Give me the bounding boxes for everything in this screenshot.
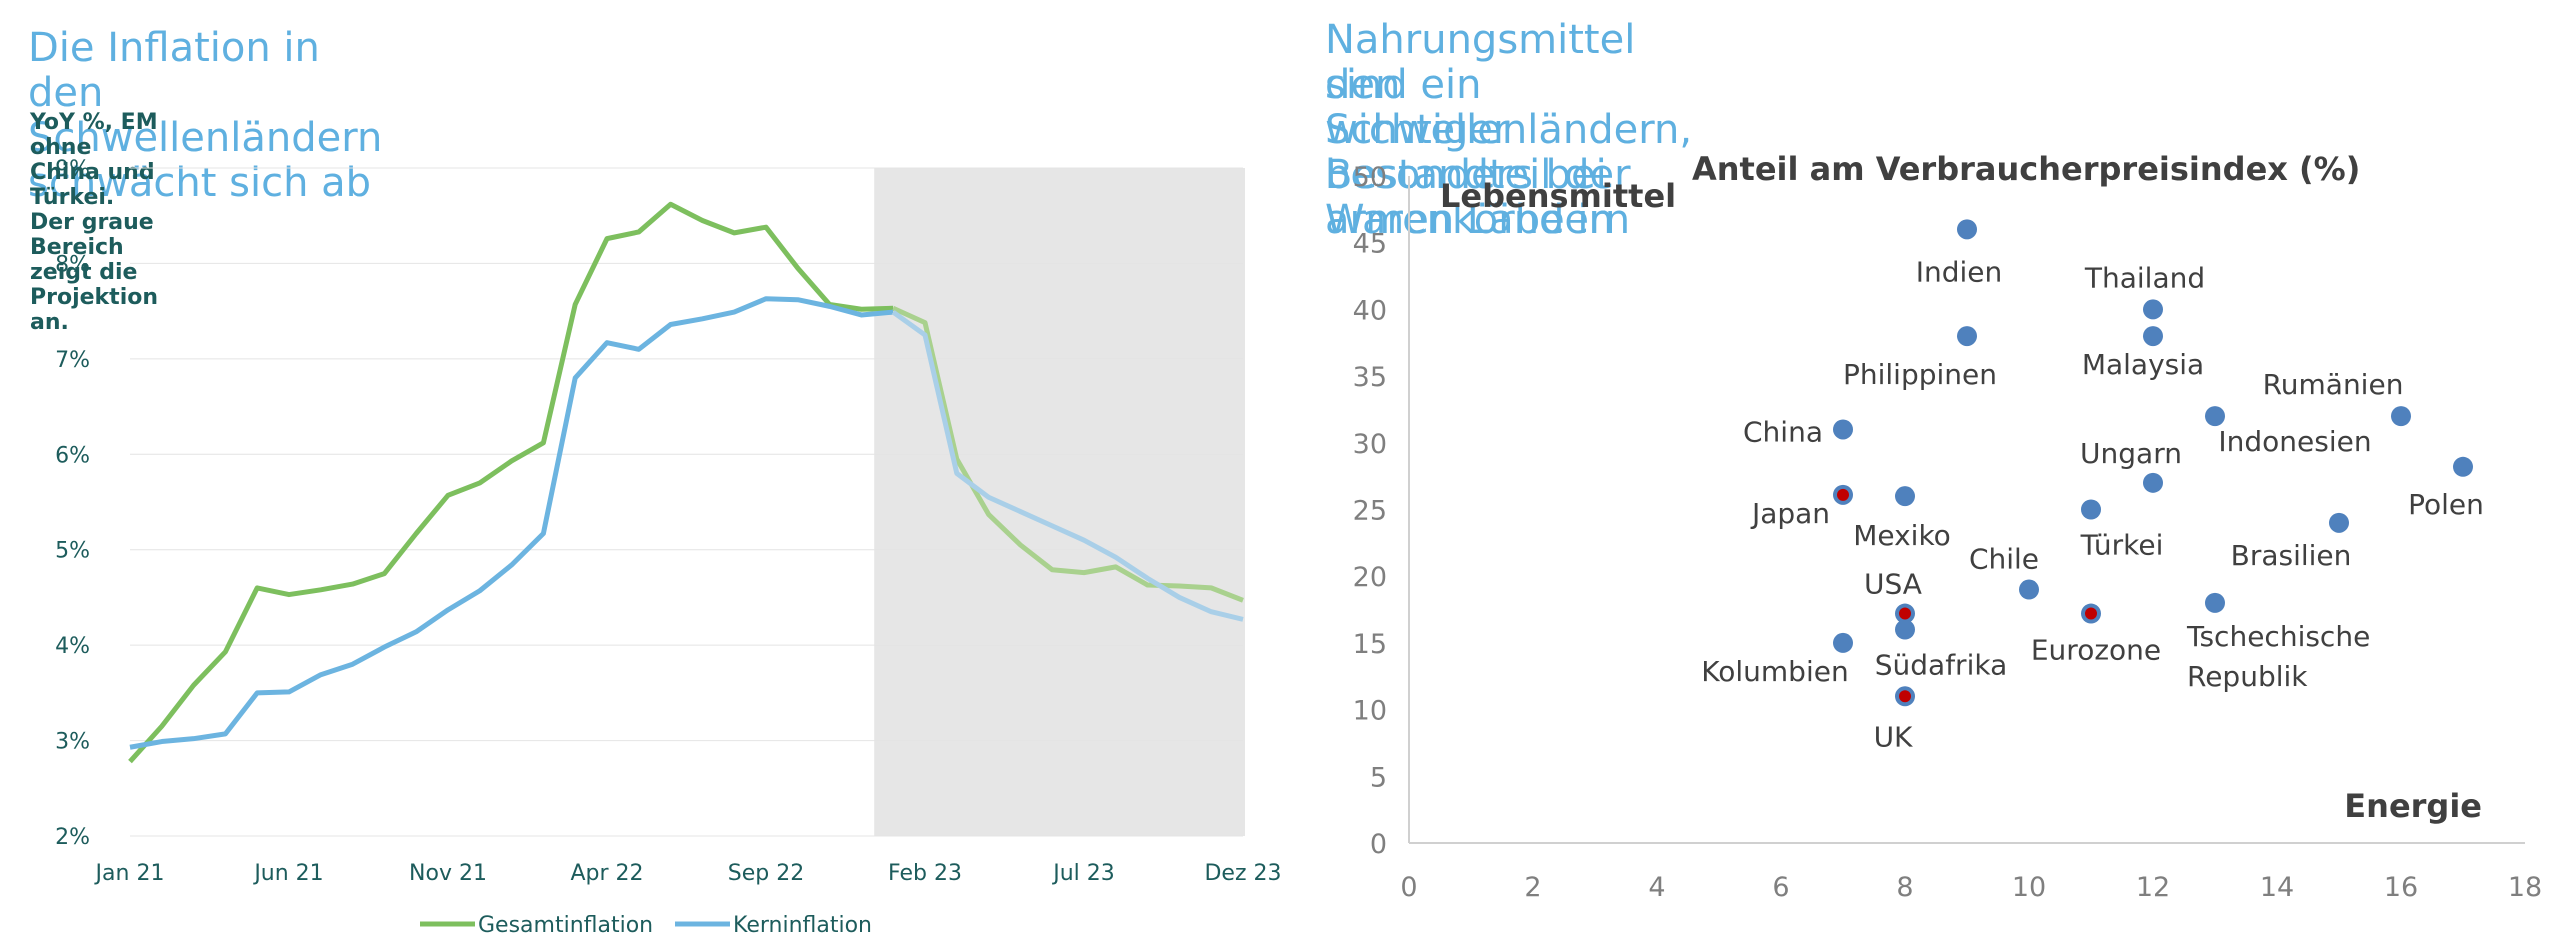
point-label: Türkei <box>2080 529 2164 562</box>
point-label: Thailand <box>2084 261 2205 294</box>
y-tick-label: 9% <box>55 157 90 182</box>
point-label: Ungarn <box>2080 437 2182 470</box>
scatter-title: Anteil am Verbraucherpreisindex (%) <box>1692 150 2360 188</box>
y-tick-label: 40 <box>1353 295 1387 326</box>
y-tick-label: 15 <box>1353 629 1387 660</box>
scatter-point <box>2143 299 2163 320</box>
x-tick-label: 12 <box>2136 872 2170 903</box>
point-label: Japan <box>1750 497 1830 530</box>
point-label: China <box>1743 415 1823 448</box>
right-chart-title-line2: den Schwellenländern, besonders bei arme… <box>1325 62 1693 243</box>
series-projection-gesamtinflation <box>892 306 1244 603</box>
scatter-point <box>1833 419 1853 440</box>
y-tick-label: 50 <box>1353 162 1387 193</box>
point-label: Indonesien <box>2218 425 2371 458</box>
scatter-point-highlight <box>2085 607 2097 620</box>
scatter-point <box>2205 406 2225 427</box>
scatter-point <box>1957 219 1977 240</box>
y-tick-label: 45 <box>1353 229 1387 260</box>
point-label: UK <box>1874 720 1913 753</box>
x-tick-label: Apr 22 <box>570 861 643 886</box>
series-line-gesamtinflation <box>128 201 894 764</box>
point-label: Rumänien <box>2263 368 2404 401</box>
point-label: Südafrika <box>1875 649 2007 682</box>
scatter-point <box>2081 499 2101 520</box>
x-tick-label: 10 <box>2012 872 2046 903</box>
series-line-kerninflation <box>129 296 894 750</box>
y-tick-label: 6% <box>55 443 90 468</box>
point-label: Brasilien <box>2231 539 2352 572</box>
y-tick-label: 5 <box>1370 762 1387 793</box>
legend-label: Gesamtinflation <box>478 913 653 938</box>
x-tick-label: 4 <box>1648 872 1665 903</box>
series-projection-kerninflation <box>891 310 1244 622</box>
scatter-point <box>2205 592 2225 613</box>
y-tick-label: 2% <box>55 825 90 850</box>
scatter-point <box>1833 632 1853 653</box>
point-label: Eurozone <box>2031 634 2161 667</box>
right-chart-title-line1: Nahrungsmittel sind ein wichtiger Bestan… <box>1325 17 1636 243</box>
y-tick-label: 35 <box>1353 362 1387 393</box>
scatter-point-highlight <box>1899 690 1911 703</box>
scatter-point <box>1895 619 1915 640</box>
line-chart: 2% 3% 4% 5% 6% 7% 8% 9% Jan 21 Jun 21 Nov 21 Apr 22… <box>55 157 1281 938</box>
y-tick-label: 25 <box>1353 496 1387 527</box>
point-label: Indien <box>1916 255 2003 288</box>
scatter-point <box>2019 579 2039 600</box>
legend-label: Kerninflation <box>733 913 872 938</box>
x-tick-label: Jan 21 <box>94 861 165 886</box>
x-tick-label: 0 <box>1400 872 1417 903</box>
x-tick-label: 6 <box>1772 872 1789 903</box>
scatter-point <box>2453 456 2473 477</box>
point-label: Philippinen <box>1843 358 1997 391</box>
x-tick-label: 14 <box>2260 872 2294 903</box>
y-tick-label: 30 <box>1353 429 1387 460</box>
y-axis-label: Lebensmittel <box>1440 177 1676 215</box>
y-tick-label: 10 <box>1353 696 1387 727</box>
projection-area <box>874 168 1245 836</box>
x-tick-label: 18 <box>2508 872 2542 903</box>
x-tick-label: Nov 21 <box>409 861 487 886</box>
point-label: USA <box>1864 568 1922 601</box>
y-tick-label: 3% <box>55 730 90 755</box>
x-tick-label: Jul 23 <box>1051 861 1115 886</box>
scatter-point <box>2329 512 2349 533</box>
y-tick-label: 8% <box>55 252 90 277</box>
y-tick-label: 4% <box>55 634 90 659</box>
point-label: Malaysia <box>2082 348 2204 381</box>
scatter-point <box>2143 472 2163 493</box>
x-tick-label: 8 <box>1896 872 1913 903</box>
x-tick-label: Feb 23 <box>888 861 962 886</box>
y-tick-label: 7% <box>55 348 90 373</box>
scatter-point-highlight <box>1837 488 1849 501</box>
left-chart-subtitle: YoY %, EM ohne China und Türkei. Der gra… <box>30 110 159 335</box>
x-tick-label: Jun 21 <box>252 861 323 886</box>
x-axis-label: Energie <box>2344 787 2482 825</box>
x-tick-label: Dez 23 <box>1204 861 1281 886</box>
y-tick-label: 20 <box>1353 562 1387 593</box>
y-tick-label: 0 <box>1370 829 1387 860</box>
scatter-point-highlight <box>1899 607 1911 620</box>
point-label: Tschechische Republik <box>2186 620 2370 693</box>
scatter-point <box>1895 486 1915 507</box>
x-tick-label: Sep 22 <box>728 861 804 886</box>
x-tick-label: 16 <box>2384 872 2418 903</box>
y-tick-label: 5% <box>55 539 90 564</box>
point-label: Chile <box>1969 543 2039 576</box>
point-label: Mexiko <box>1853 519 1951 552</box>
scatter-point <box>2391 406 2411 427</box>
x-tick-label: 2 <box>1524 872 1541 903</box>
scatter-point <box>2143 326 2163 347</box>
point-label: Polen <box>2408 488 2484 521</box>
scatter-point <box>1957 326 1977 347</box>
point-label: Kolumbien <box>1701 655 1848 688</box>
